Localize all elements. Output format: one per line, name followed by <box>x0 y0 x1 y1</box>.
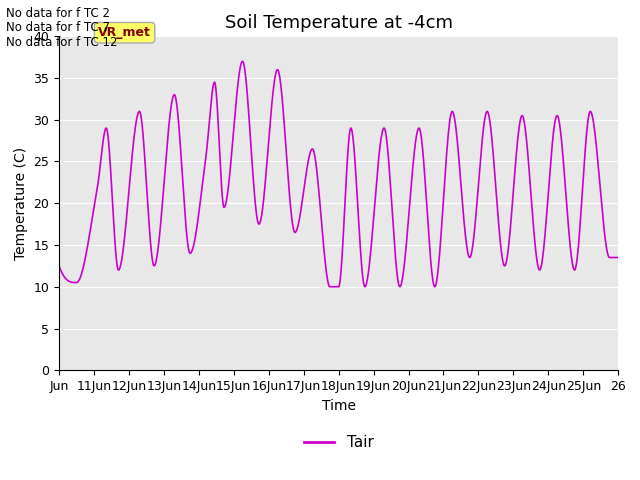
Text: VR_met: VR_met <box>98 26 151 39</box>
Y-axis label: Temperature (C): Temperature (C) <box>14 147 28 260</box>
Title: Soil Temperature at -4cm: Soil Temperature at -4cm <box>225 14 452 32</box>
Text: No data for f TC 2: No data for f TC 2 <box>6 7 111 20</box>
Text: No data for f TC 7: No data for f TC 7 <box>6 21 111 34</box>
Legend: Tair: Tair <box>298 429 380 456</box>
Text: No data for f TC 12: No data for f TC 12 <box>6 36 118 48</box>
X-axis label: Time: Time <box>322 398 356 412</box>
